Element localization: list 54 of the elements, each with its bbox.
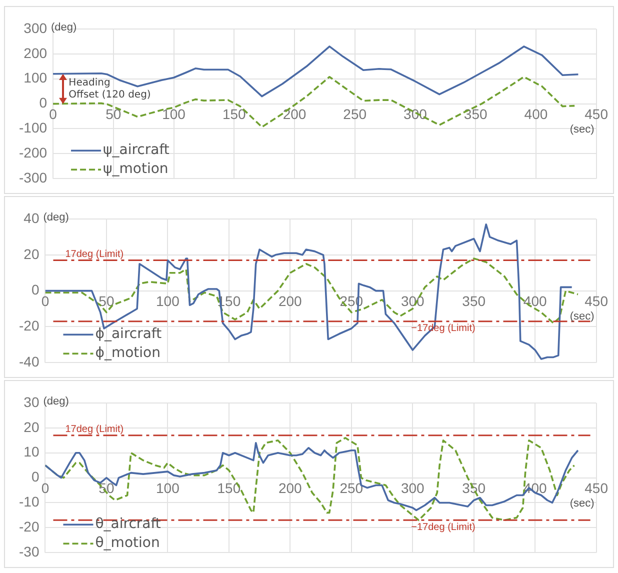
y-tick-label: -20: [19, 318, 40, 334]
annotation: Heading Offset (120 deg): [68, 77, 151, 100]
y-tick-label: -30: [19, 543, 40, 560]
ref-line-label: −17deg (Limit): [411, 522, 476, 533]
x-tick-label: 400: [523, 293, 547, 310]
x-axis-title: (sec): [570, 310, 594, 322]
ref-line-label: 17deg (Limit): [65, 424, 124, 436]
legend-label: θ_aircraft: [95, 516, 162, 532]
x-tick-label: 300: [400, 480, 425, 496]
x-axis-title: (sec): [570, 123, 594, 136]
y-tick-label: 0: [39, 94, 48, 111]
y-tick-label: -40: [19, 353, 40, 370]
y-tick-label: 40: [24, 210, 40, 226]
x-tick-label: 200: [278, 480, 302, 496]
y-tick-label: -10: [19, 494, 40, 510]
y-tick-label: -100: [18, 120, 48, 136]
legend-label: ϕ_motion: [95, 345, 160, 362]
y-tick-label: 0: [31, 282, 40, 298]
x-tick-label: 350: [462, 293, 486, 310]
x-tick-label: 0: [49, 106, 58, 122]
x-tick-label: 100: [156, 480, 180, 496]
x-tick-label: 450: [584, 480, 608, 496]
y-tick-label: -300: [18, 169, 48, 186]
y-tick-label: 30: [24, 394, 40, 410]
legend-label: ψ_motion: [103, 161, 168, 178]
x-tick-label: 200: [282, 106, 306, 122]
y-tick-label: 300: [24, 20, 48, 36]
x-tick-label: 250: [340, 480, 364, 496]
y-tick-label: 0: [31, 468, 40, 485]
y-tick-label: 20: [24, 246, 40, 262]
y-tick-label: -20: [19, 518, 40, 535]
x-tick-label: 450: [584, 106, 608, 122]
x-tick-label: 450: [584, 293, 608, 310]
y-tick-label: 20: [24, 418, 40, 435]
y-axis-title: (deg): [43, 396, 69, 408]
y-tick-label: -200: [18, 144, 48, 161]
x-tick-label: 150: [222, 106, 246, 122]
x-tick-label: 350: [464, 106, 488, 122]
y-tick-label: 100: [24, 70, 48, 86]
x-tick-label: 100: [162, 106, 186, 122]
legend-label: ϕ_aircraft: [95, 326, 162, 342]
legend-label: ψ_aircraft: [103, 142, 170, 158]
x-tick-label: 50: [106, 106, 122, 122]
y-axis-title: (deg): [51, 22, 77, 34]
x-axis-title: (sec): [570, 497, 594, 510]
y-axis-title: (deg): [43, 212, 69, 224]
x-tick-label: 400: [524, 106, 548, 122]
y-tick-label: 200: [24, 44, 48, 61]
x-tick-label: 250: [343, 106, 367, 122]
x-tick-label: 100: [156, 293, 180, 310]
legend-label: θ_motion: [95, 535, 160, 552]
ref-line-label: 17deg (Limit): [65, 249, 124, 260]
y-tick-label: 10: [24, 444, 40, 460]
x-tick-label: 200: [278, 293, 302, 310]
